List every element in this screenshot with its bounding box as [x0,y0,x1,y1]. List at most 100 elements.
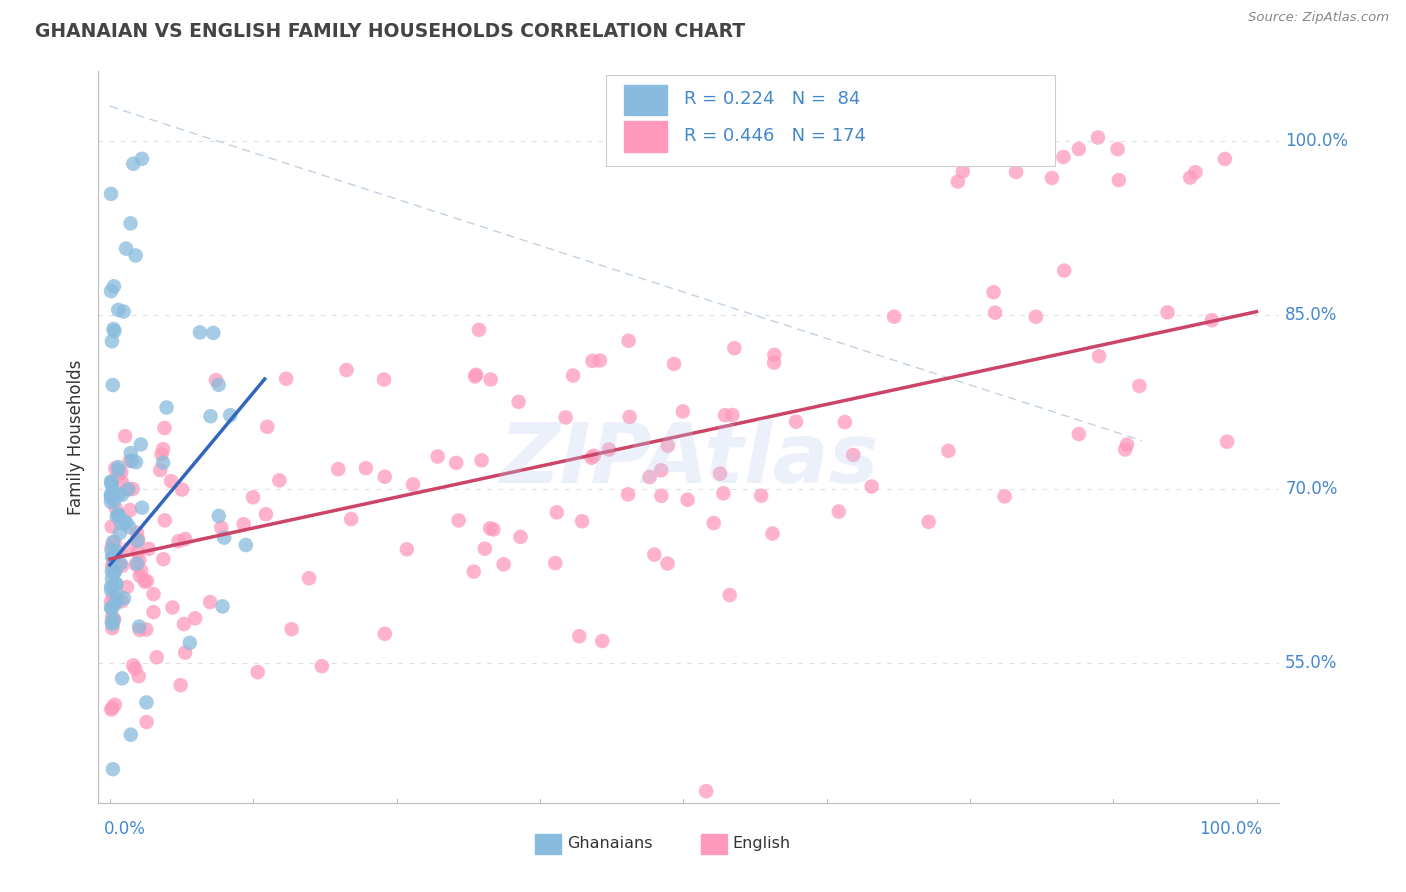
Point [101,617,124,632]
Point [118,520,141,534]
Point [128,669,150,683]
Point [232,517,254,532]
Point [135,623,157,637]
Point [763,348,786,362]
Point [105,593,128,607]
Point [100,475,122,490]
Point [103,486,125,500]
Point [127,545,149,559]
Point [298,571,321,585]
Point [135,695,157,709]
Point [103,324,125,338]
Point [205,373,228,387]
Point [544,556,567,570]
Point [100,600,122,615]
Point [107,460,129,475]
Point [100,478,122,492]
Point [828,504,851,518]
Point [571,514,593,528]
Point [100,565,122,579]
Point [1088,349,1111,363]
Point [100,543,122,558]
Point [198,595,221,609]
Point [219,409,242,423]
Point [101,378,124,392]
Text: Ghanaians: Ghanaians [567,837,652,851]
Point [591,634,613,648]
Point [1087,130,1109,145]
Point [983,285,1005,300]
Point [117,483,139,497]
Point [546,505,568,519]
Point [703,516,725,530]
Point [107,508,129,522]
Point [103,493,125,508]
Point [131,500,153,515]
Point [479,521,502,535]
Point [1107,142,1129,156]
Point [153,513,176,527]
Point [100,595,122,609]
Point [100,186,122,201]
Point [474,541,496,556]
Point [860,479,883,493]
Point [582,449,605,463]
Point [120,503,142,517]
Point [127,557,149,571]
Point [100,702,122,716]
Bar [536,833,561,854]
Point [100,519,122,533]
Point [131,152,153,166]
Point [174,646,197,660]
Point [340,512,363,526]
Point [128,553,150,567]
FancyBboxPatch shape [606,75,1054,167]
Point [101,621,124,635]
Point [112,304,135,318]
Point [447,513,470,527]
Point [129,437,152,451]
Point [169,678,191,692]
Point [471,453,494,467]
Point [105,577,128,591]
Point [100,579,122,593]
Point [107,508,129,522]
Point [101,557,124,571]
Point [152,552,174,566]
Point [426,450,449,464]
Point [125,455,148,469]
Point [188,326,211,340]
Point [100,487,122,501]
Point [117,541,139,556]
Point [938,443,960,458]
Point [104,564,127,578]
Point [100,615,122,630]
Point [129,564,152,578]
Text: 0.0%: 0.0% [104,821,146,838]
Point [120,446,142,460]
Point [993,489,1015,503]
Point [115,516,138,530]
Point [917,515,939,529]
Point [834,415,856,429]
Point [104,535,127,549]
Point [354,461,377,475]
Point [128,619,150,633]
Point [568,629,591,643]
Point [581,354,603,368]
Point [155,401,177,415]
Text: R = 0.446   N = 174: R = 0.446 N = 174 [685,127,866,145]
Point [101,572,124,586]
Point [1116,437,1139,451]
Text: 55.0%: 55.0% [1285,655,1337,673]
Point [104,698,127,712]
Point [101,762,124,776]
Point [160,474,183,488]
Point [105,544,128,558]
Point [328,462,350,476]
Point [110,516,132,530]
Point [111,671,134,685]
Y-axis label: Family Households: Family Households [66,359,84,515]
Point [202,326,225,340]
Point [114,429,136,443]
